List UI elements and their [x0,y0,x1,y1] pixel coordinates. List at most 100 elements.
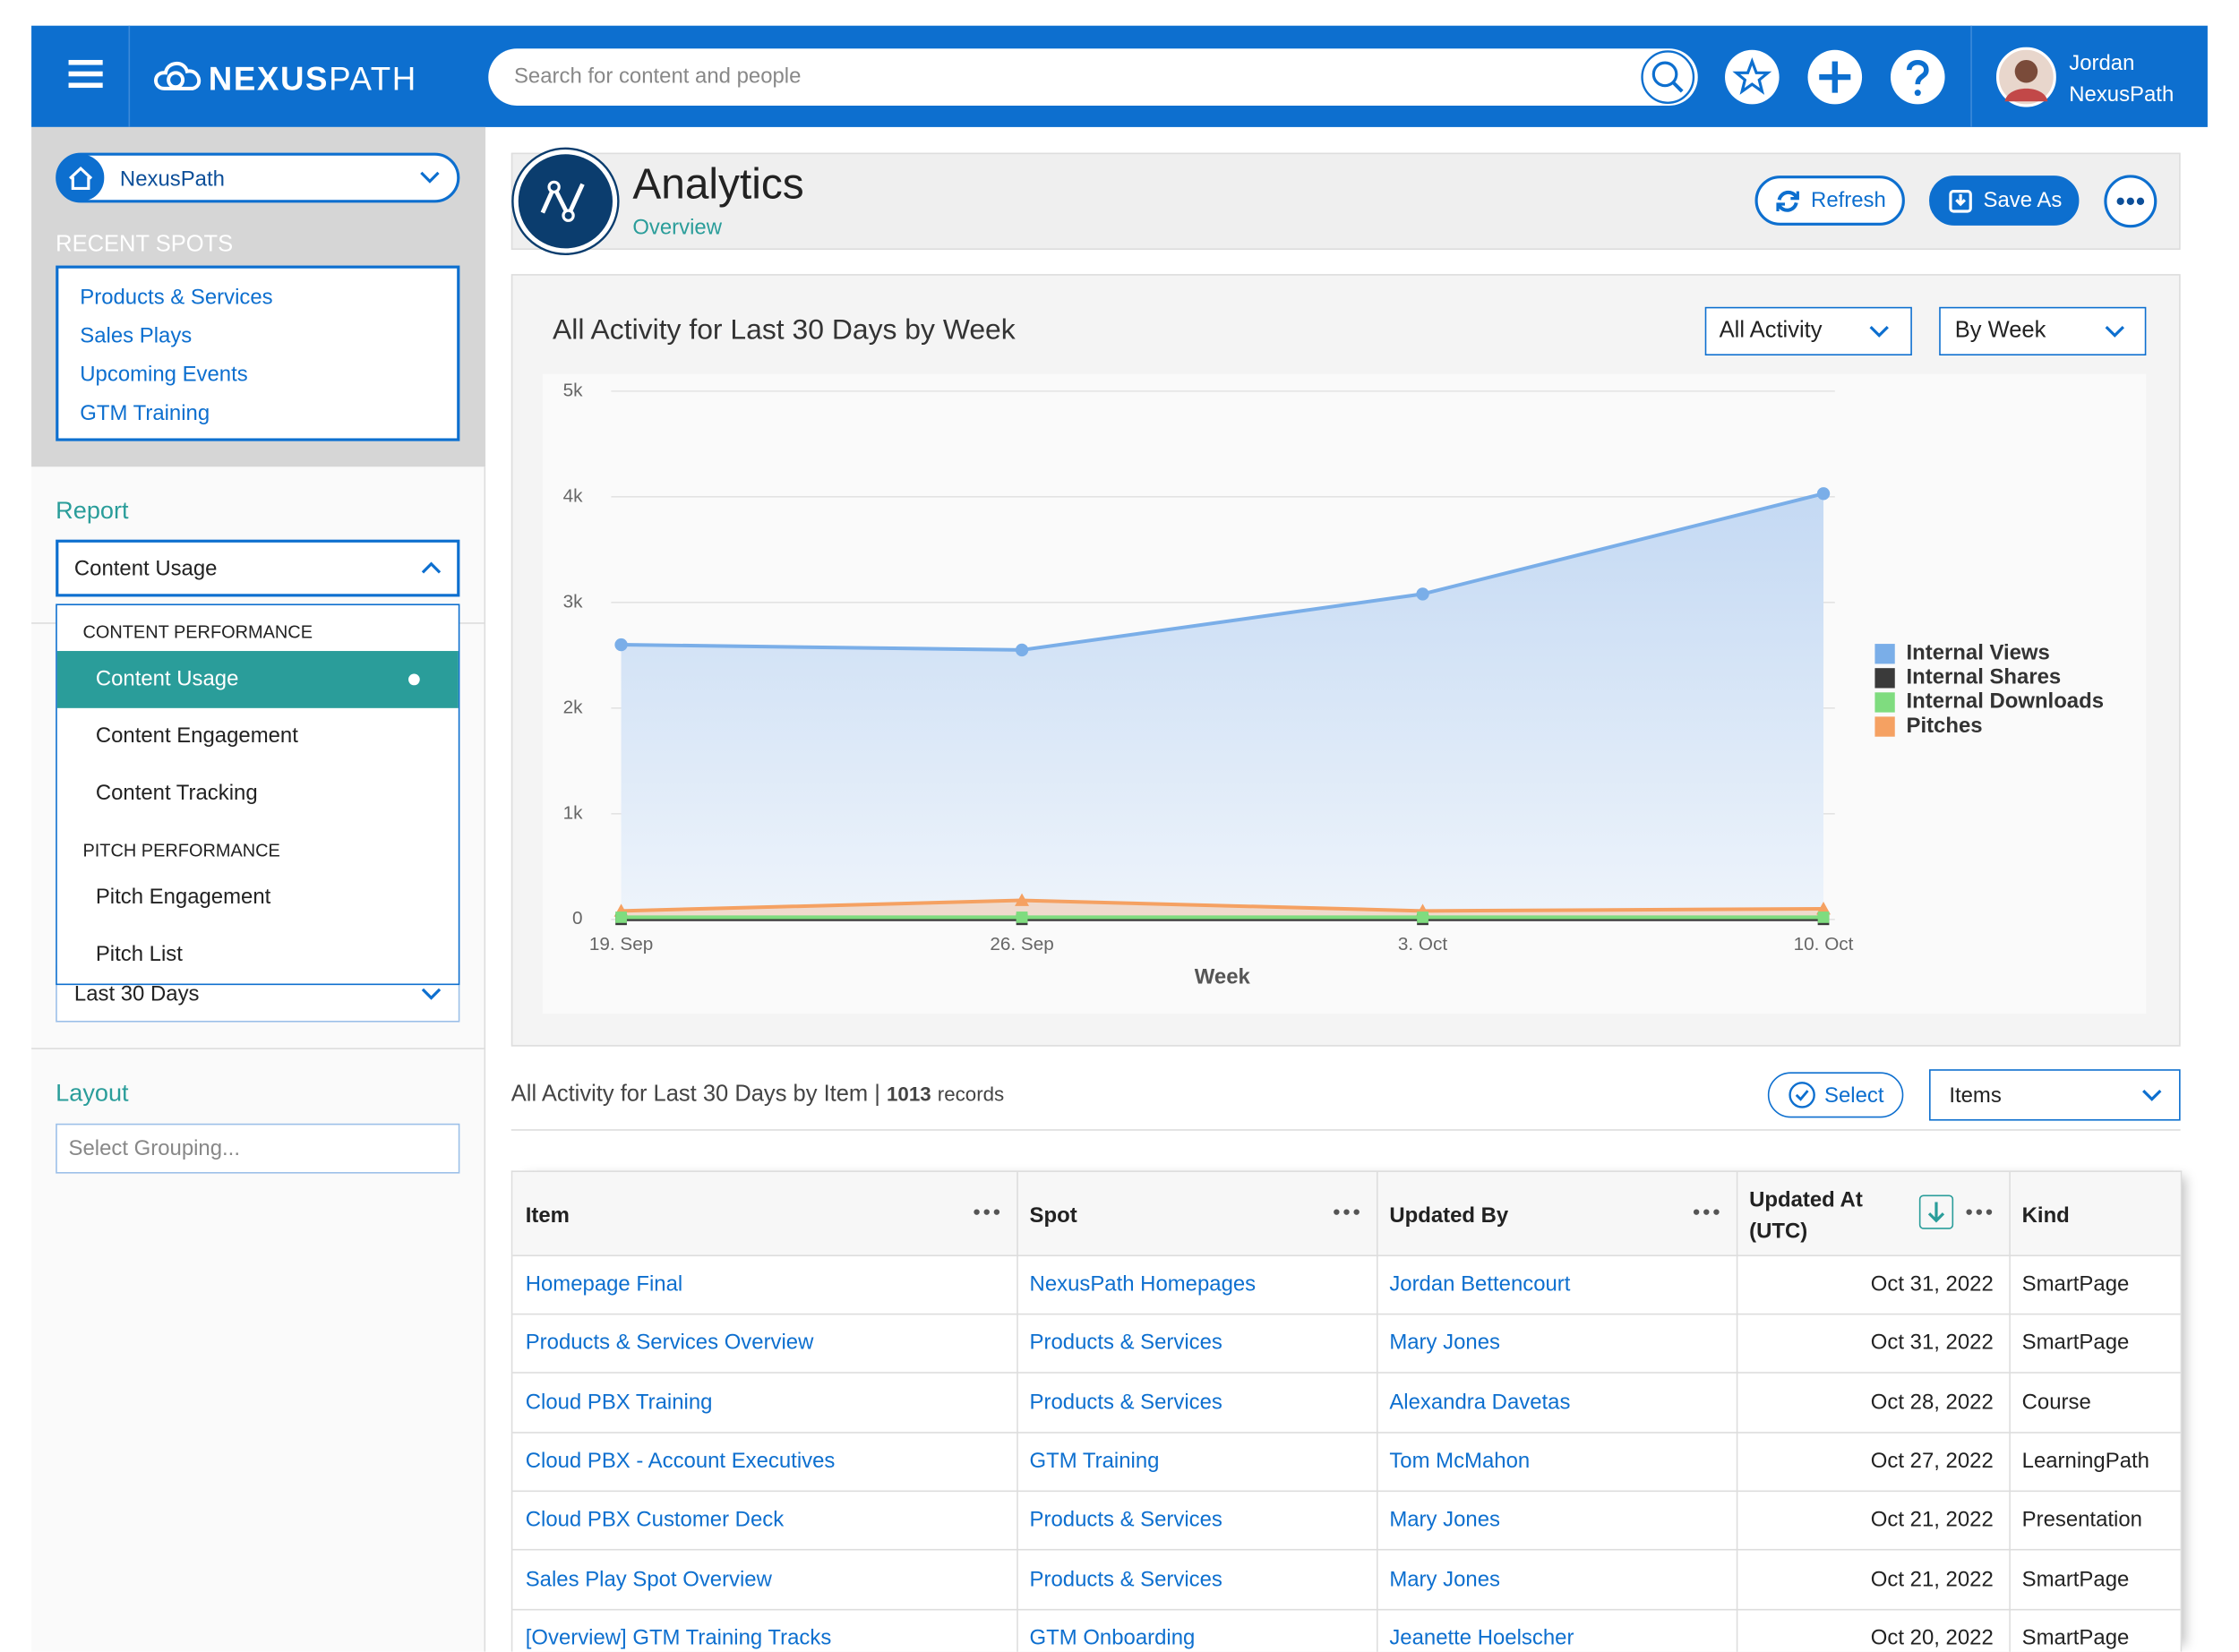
refresh-button[interactable]: Refresh [1754,175,1905,226]
menu-icon[interactable] [68,57,103,91]
column-header[interactable]: Item [525,1203,570,1228]
table-cell[interactable]: GTM Onboarding [1029,1625,1196,1650]
row-divider [512,1490,2181,1492]
user-last-name: NexusPath [2069,82,2175,107]
x-tick-label: 19. Sep [589,934,653,954]
table-cell: SmartPage [2021,1566,2130,1591]
table-cell[interactable]: Alexandra Davetas [1389,1390,1571,1415]
table-cell[interactable]: Mary Jones [1389,1507,1500,1533]
row-divider [512,1313,2181,1315]
table-cell[interactable]: [Overview] GTM Training Tracks [525,1625,832,1650]
divider [510,1129,2181,1131]
table-cell[interactable]: Homepage Final [525,1271,683,1297]
chevron [421,561,442,574]
recent-spot[interactable]: GTM Training [80,401,210,426]
column-header[interactable]: Updated By [1389,1203,1509,1228]
column-menu[interactable] [1693,1201,1722,1220]
activity-filter[interactable] [1704,306,1912,356]
column-menu[interactable] [1334,1201,1362,1220]
table-cell: SmartPage [2021,1331,2130,1356]
table-cell[interactable]: Jordan Bettencourt [1389,1271,1571,1297]
view-value: Items [1949,1083,2002,1108]
table-cell[interactable]: Products & Services Overview [525,1331,814,1356]
table-cell[interactable]: Cloud PBX Training [525,1390,713,1415]
table-title-line: All Activity for Last 30 Days by Item | … [511,1083,1004,1108]
save-icon [1949,189,1972,212]
select-button[interactable]: Select [1767,1072,1904,1118]
sort-button[interactable] [1918,1194,1954,1229]
spot-selector[interactable] [56,152,460,203]
table-cell[interactable]: Products & Services [1029,1390,1222,1415]
y-tick-label: 5k [563,380,584,400]
menu-item[interactable]: Content Engagement [57,708,459,766]
column-header[interactable]: Kind [2021,1203,2070,1228]
table-cell[interactable]: Cloud PBX - Account Executives [525,1449,836,1474]
table-cell[interactable]: Cloud PBX Customer Deck [525,1507,785,1533]
table-cell: SmartPage [2021,1271,2130,1297]
page-title: Analytics [632,161,804,209]
dot [1966,1209,1972,1215]
table-cell: Oct 21, 2022 [1870,1507,1994,1533]
table-cell[interactable]: Tom McMahon [1389,1449,1531,1474]
table-cell: Oct 31, 2022 [1870,1271,1994,1297]
area [621,900,1824,920]
menu-item[interactable]: Pitch List [57,927,459,984]
report-select[interactable] [56,539,460,597]
report-label: Report [56,496,129,525]
menu-item[interactable]: Pitch Engagement [57,869,459,927]
table-cell[interactable]: Mary Jones [1389,1331,1500,1356]
table-cell[interactable]: Jeanette Hoelscher [1389,1625,1574,1650]
point [1015,893,1030,906]
chevron [2105,325,2124,338]
menu-item-label: Pitch Engagement [95,885,271,910]
point [614,638,628,652]
column-menu[interactable] [974,1201,1002,1220]
avatar[interactable] [1995,47,2056,107]
recent-spot[interactable]: Upcoming Events [80,362,248,388]
menu-item[interactable]: Content Usage [56,651,459,708]
menu-item[interactable]: Content Tracking [57,766,459,823]
help-button[interactable] [1889,48,1946,106]
dot [1976,1209,1983,1215]
column-header[interactable]: Updated At (UTC) [1749,1187,1863,1244]
table-cell[interactable]: Mary Jones [1389,1566,1500,1591]
table-cell[interactable]: Products & Services [1029,1507,1222,1533]
menu-item-label: Content Usage [95,666,239,691]
save-as-button[interactable]: Save As [1929,175,2080,226]
search-icon[interactable] [1639,48,1696,106]
dot [1353,1209,1360,1215]
add-button[interactable] [1806,48,1864,106]
y-tick-label: 0 [572,908,583,929]
y-tick-label: 3k [563,591,584,612]
legend-label: Internal Shares [1907,665,2062,689]
area [621,493,1824,920]
point [1417,912,1428,923]
row-divider [512,1549,2181,1551]
refresh-label: Refresh [1811,188,1886,213]
line [621,898,1824,913]
home-icon [56,154,105,201]
grouping-select[interactable] [56,1123,460,1174]
view-select[interactable] [1929,1069,2181,1121]
chevron [421,988,442,1000]
recent-spot[interactable]: Products & Services [80,285,273,310]
column-menu[interactable] [1966,1201,1995,1220]
search-box[interactable] [488,48,1698,106]
divider [1970,25,1972,127]
table-cell[interactable]: Products & Services [1029,1331,1222,1356]
table-cell[interactable]: NexusPath Homepages [1029,1271,1257,1297]
favorite-button[interactable] [1723,48,1780,106]
column-header[interactable]: Spot [1029,1203,1077,1228]
recent-spot[interactable]: Sales Plays [80,323,193,349]
table-cell: Oct 21, 2022 [1870,1566,1994,1591]
chevron [420,171,440,184]
point [1016,912,1028,923]
table-cell[interactable]: Sales Play Spot Overview [525,1566,772,1591]
table-cell[interactable]: Products & Services [1029,1566,1222,1591]
more-button[interactable] [2104,175,2158,229]
logo-bold: NEXUS [208,59,330,98]
table-cell[interactable]: GTM Training [1029,1449,1160,1474]
dot [1343,1209,1350,1215]
